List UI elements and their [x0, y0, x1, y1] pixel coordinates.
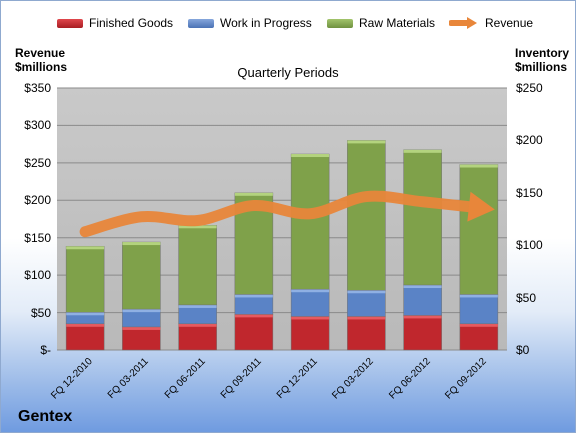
bar-highlight: [347, 290, 386, 294]
bar-raw-materials: [347, 140, 386, 291]
bar-highlight: [403, 285, 442, 289]
bar-highlight: [122, 242, 161, 246]
bar-work-in-progress: [290, 288, 330, 317]
bar-highlight: [403, 315, 442, 319]
bar-raw-materials: [65, 245, 105, 313]
legend-label-revenue: Revenue: [485, 16, 534, 30]
bar-finished-goods: [403, 315, 442, 351]
left-tick-label: $100: [24, 268, 51, 283]
bar-highlight: [66, 246, 105, 250]
left-tick-label: $50: [30, 305, 51, 320]
legend-finished-goods: Finished Goods: [57, 16, 173, 30]
bar-highlight: [178, 304, 217, 308]
bar-highlight: [291, 316, 330, 320]
legend-raw-materials: Raw Materials: [327, 16, 435, 30]
right-tick-label: $250: [516, 81, 543, 95]
left-tick-label: $350: [24, 81, 51, 95]
bar-work-in-progress: [403, 284, 442, 316]
bar-highlight: [234, 314, 273, 318]
legend-label-finished-goods: Finished Goods: [89, 16, 174, 30]
bar-highlight: [347, 316, 386, 320]
right-axis-title: Inventory $millions: [515, 46, 570, 74]
bar-finished-goods: [122, 326, 161, 351]
right-tick-label: $0: [516, 343, 530, 357]
bar-highlight: [122, 326, 161, 330]
right-tick-label: $200: [516, 133, 543, 148]
bar-highlight: [347, 140, 386, 144]
legend-work-in-progress: Work in Progress: [188, 16, 312, 30]
bars: [65, 140, 499, 351]
bar-raw-materials: [178, 225, 217, 306]
left-tick-label: $-: [40, 343, 51, 357]
bar-highlight: [122, 309, 161, 313]
revenue-line-group: [79, 190, 495, 238]
bar-highlight: [459, 323, 498, 327]
bar-raw-materials: [290, 153, 330, 290]
bar-finished-goods: [65, 323, 105, 351]
left-tick-label: $150: [24, 230, 51, 245]
bar-highlight: [403, 149, 442, 153]
chart-title: Quarterly Periods: [237, 65, 339, 80]
left-tick-label: $300: [24, 118, 51, 133]
bar-finished-goods: [290, 316, 330, 351]
left-tick-label: $250: [24, 155, 51, 170]
legend-label-work-in-progress: Work in Progress: [220, 16, 312, 30]
bar-highlight: [291, 154, 330, 158]
left-axis-title: Revenue $millions: [15, 46, 68, 74]
bar-raw-materials: [122, 241, 161, 310]
right-tick-label: $100: [516, 238, 543, 253]
legend-swatch-revenue: [449, 17, 477, 29]
bar-finished-goods: [234, 314, 274, 351]
legend-swatch-finished-goods: [57, 18, 83, 28]
bar-highlight: [234, 192, 273, 196]
bar-highlight: [459, 294, 498, 298]
bar-highlight: [459, 164, 498, 168]
bar-highlight: [66, 323, 105, 327]
legend-swatch-raw-materials: [327, 18, 353, 28]
bar-finished-goods: [347, 316, 386, 351]
bar-finished-goods: [178, 323, 217, 351]
legend-swatch-work-in-progress: [188, 18, 214, 28]
bar-highlight: [178, 323, 217, 327]
bar-raw-materials: [403, 149, 442, 286]
left-tick-label: $200: [24, 193, 51, 208]
right-tick-label: $50: [516, 290, 537, 305]
company-name: Gentex: [18, 408, 73, 425]
bar-work-in-progress: [459, 294, 499, 325]
bar-highlight: [178, 225, 217, 229]
bar-finished-goods: [459, 323, 499, 351]
bar-highlight: [66, 312, 105, 316]
legend-label-raw-materials: Raw Materials: [359, 16, 436, 30]
bar-highlight: [291, 289, 330, 293]
bar-raw-materials: [459, 164, 499, 295]
revenue-line: [79, 190, 485, 238]
legend-revenue: Revenue: [449, 16, 533, 30]
bar-highlight: [234, 294, 273, 298]
revenue-arrowhead: [467, 191, 495, 222]
right-tick-label: $150: [516, 185, 543, 200]
bar-work-in-progress: [347, 290, 386, 317]
